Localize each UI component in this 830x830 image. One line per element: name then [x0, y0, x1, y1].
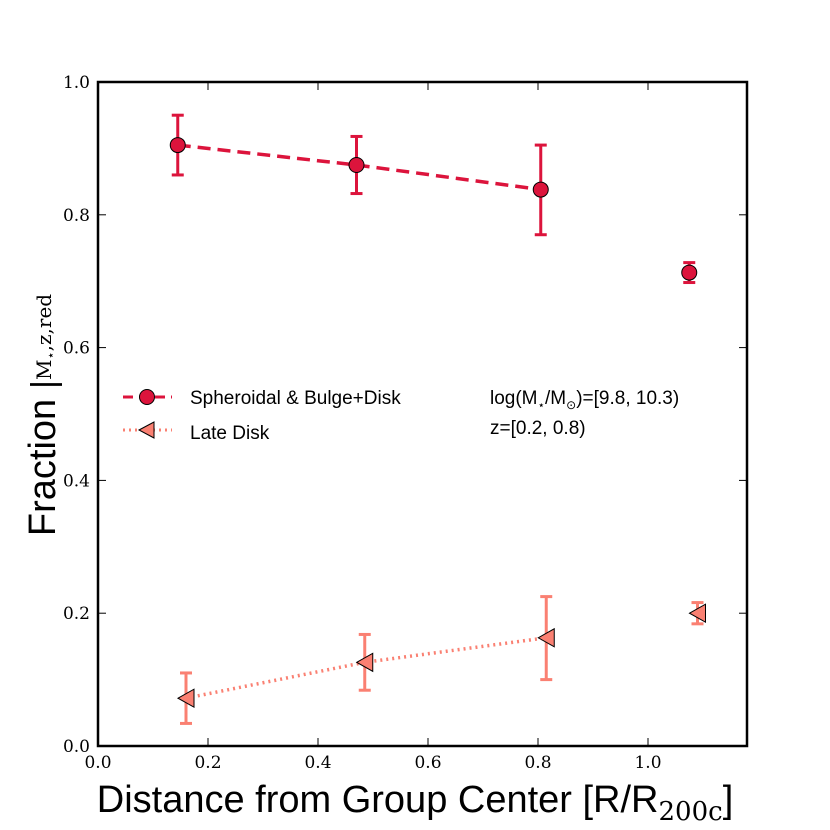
data-point-spheroidal — [532, 181, 549, 198]
series-line-late-disk — [185, 636, 547, 700]
x-axis-label: Distance from Group Center [R/R200c] — [97, 779, 734, 827]
legend-entry-late-disk: Late Disk — [123, 421, 270, 444]
legend-marker-late-disk — [137, 421, 155, 439]
data-point-spheroidal — [348, 157, 365, 173]
plot-marks — [169, 113, 706, 725]
legend: Spheroidal & Bulge+Disk Late Disk — [123, 388, 401, 444]
data-point-spheroidal — [681, 264, 698, 281]
x-tick-label: 0.4 — [304, 753, 331, 773]
data-point-spheroidal — [169, 137, 186, 154]
series-spheroidal — [169, 113, 698, 285]
data-point-late-disk — [176, 688, 195, 709]
y-tick-label: 0.8 — [63, 206, 90, 226]
legend-label-late-disk: Late Disk — [190, 423, 270, 444]
x-tick-label: 0.0 — [84, 753, 111, 773]
y-tick-label: 0.6 — [63, 339, 90, 359]
data-point-late-disk — [355, 652, 374, 673]
plot-frame — [96, 80, 749, 748]
annotation-redshift-range: z=[0.2, 0.8) — [490, 418, 586, 439]
legend-entry-spheroidal: Spheroidal & Bulge+Disk — [123, 388, 401, 409]
annotation-mass-range: log(M⋆/M⊙)=[9.8, 10.3) — [490, 388, 679, 412]
y-axis-label: Fraction|M⋆,z,red — [22, 294, 64, 536]
axis-ticks: 0.0 0.2 0.4 0.6 0.8 1.0 0.0 0.2 0.4 0.6 0.8 1.0 — [63, 73, 747, 773]
x-tick-label: 1.0 — [634, 753, 661, 773]
y-tick-label: 0.2 — [63, 604, 90, 624]
annotation: log(M⋆/M⊙)=[9.8, 10.3) z=[0.2, 0.8) — [490, 388, 679, 439]
series-line-spheroidal — [177, 143, 541, 192]
x-tick-label: 0.2 — [194, 753, 221, 773]
y-tick-label: 0.4 — [63, 471, 90, 491]
legend-label-spheroidal: Spheroidal & Bulge+Disk — [190, 388, 401, 409]
y-tick-label: 0.0 — [63, 737, 90, 757]
series-late-disk — [176, 595, 706, 725]
data-point-late-disk — [537, 627, 555, 648]
data-point-late-disk — [688, 603, 706, 624]
x-tick-label: 0.6 — [414, 753, 441, 773]
legend-marker-spheroidal — [139, 389, 155, 405]
x-tick-label: 0.8 — [524, 753, 551, 773]
y-tick-label: 1.0 — [63, 73, 90, 93]
